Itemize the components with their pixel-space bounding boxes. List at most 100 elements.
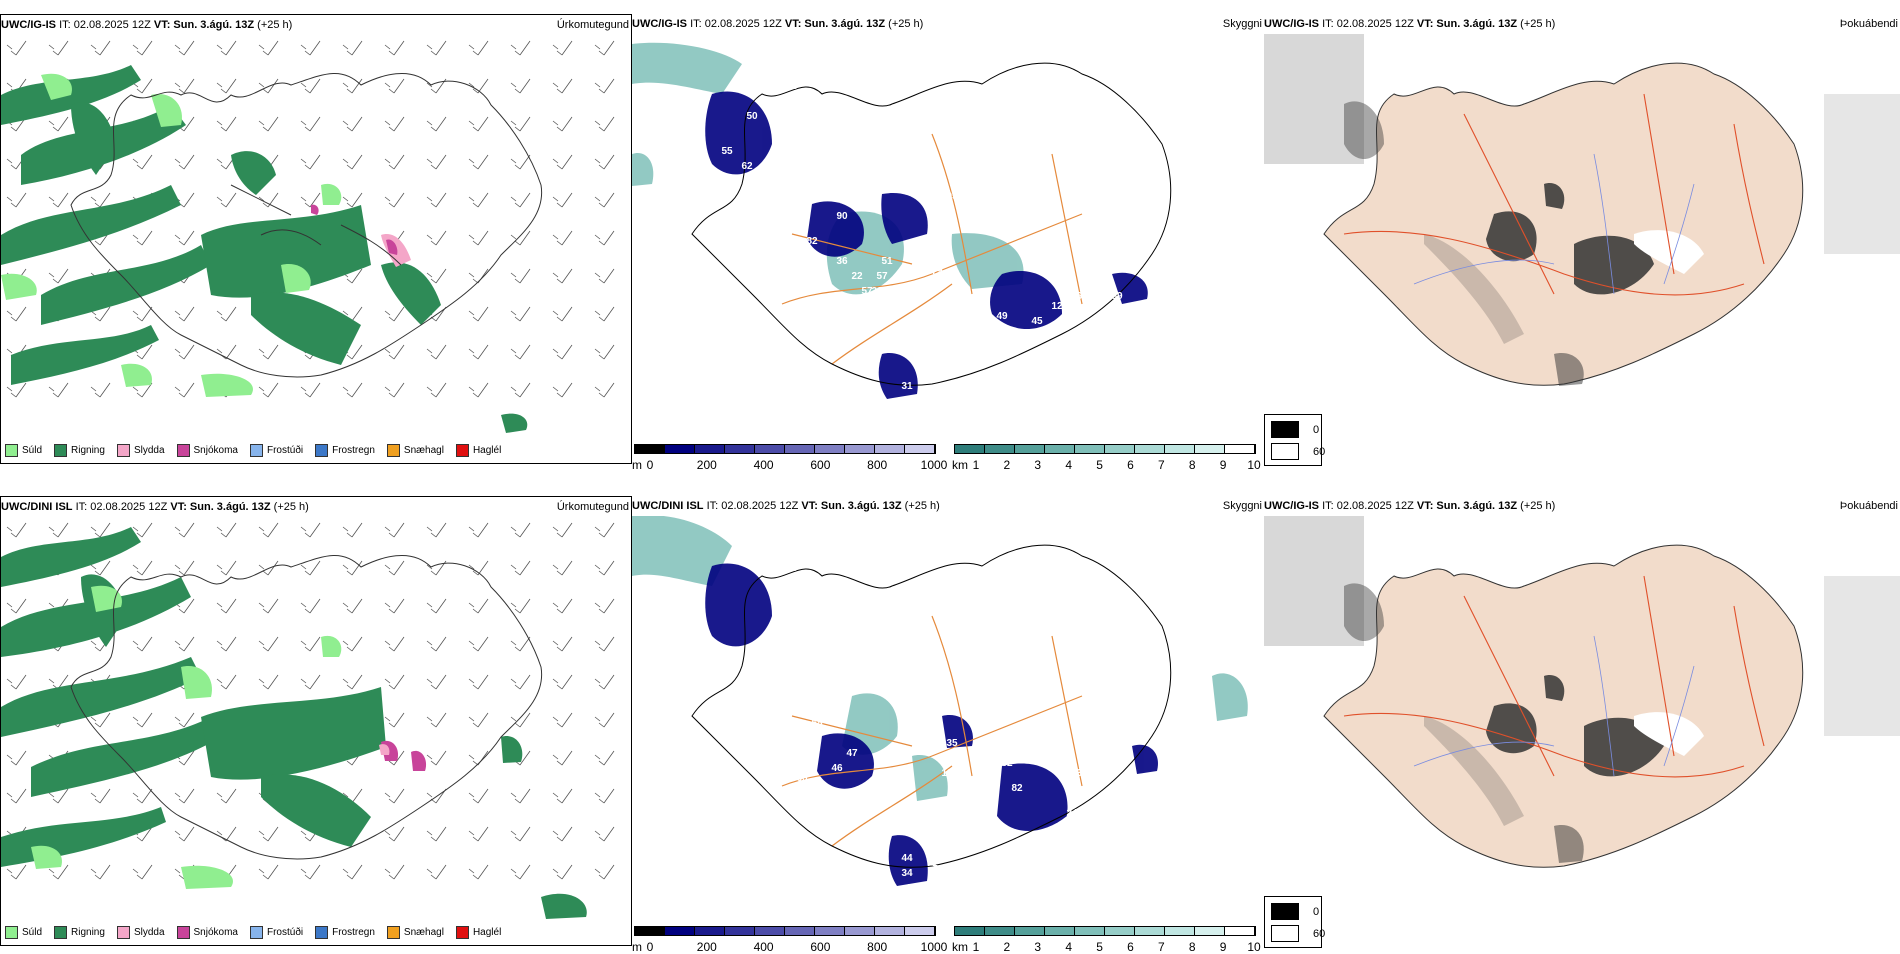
wind-barb — [174, 560, 195, 576]
fog-legend-black — [1271, 421, 1299, 438]
model-name: UWC/IG-IS — [1, 19, 56, 31]
wind-barb — [132, 560, 153, 576]
cloud-base-value-label: 23 — [1071, 346, 1083, 357]
cloud-base-map[interactable]: 5636425048535562407810091908257362251375… — [632, 34, 1264, 439]
wind-barb — [384, 560, 405, 576]
wind-barb — [216, 560, 237, 576]
colorbar-segment — [955, 927, 985, 935]
wind-barb — [300, 636, 321, 652]
colorbar-tick-label: 1 — [972, 458, 980, 472]
wind-barb — [300, 598, 321, 614]
colorbar-segment — [1105, 445, 1135, 453]
glacier — [1634, 712, 1704, 756]
precip-legend-item: Frostregn — [315, 926, 375, 939]
cloud-base-value-label: 89 — [816, 668, 828, 679]
wind-barb — [258, 598, 279, 614]
valid-time: Sun. 3.ágú. 13Z — [1436, 500, 1518, 512]
wind-barb — [468, 788, 489, 804]
fog-map[interactable] — [1264, 34, 1900, 439]
precip-map[interactable] — [1, 517, 631, 922]
wind-barb — [258, 674, 279, 690]
iceland-outline — [691, 544, 1172, 868]
wind-barb — [468, 40, 489, 56]
cloud-base-value-label: 35 — [946, 738, 958, 749]
colorbar-segment — [785, 445, 815, 453]
panel-header: UWC/IG-IS IT: 02.08.2025 12Z VT: Sun. 3.… — [1, 15, 631, 35]
cloud-base-value-label: 54 — [971, 301, 983, 312]
panel-header: UWC/IG-IS IT: 02.08.2025 12Z VT: Sun. 3.… — [1264, 14, 1900, 34]
wind-barb — [48, 382, 69, 398]
colorbar-segment — [725, 927, 755, 935]
road-network — [1343, 93, 1765, 296]
colorbar-segment — [845, 927, 875, 935]
colorbar-segment — [755, 445, 785, 453]
wind-barb — [510, 268, 531, 284]
panel-header: UWC/IG-IS IT: 02.08.2025 12Z VT: Sun. 3.… — [632, 14, 1264, 34]
wind-barb — [216, 674, 237, 690]
wind-barb — [132, 40, 153, 56]
cloud-base-value-label: 78 — [776, 201, 788, 212]
wind-barb — [216, 788, 237, 804]
wind-barb — [384, 116, 405, 132]
colorbar-segment — [785, 927, 815, 935]
panel-title: Þokuábendi — [1839, 18, 1898, 30]
cloud-base-value-label: 31 — [1081, 291, 1093, 302]
wind-barb — [384, 382, 405, 398]
fog-field-west — [1264, 516, 1364, 646]
wind-barb — [300, 522, 321, 538]
lead-time: (+25 h) — [888, 18, 924, 30]
wind-barb — [552, 344, 573, 360]
wind-barb — [258, 78, 279, 94]
wind-barb — [552, 78, 573, 94]
wind-barb — [216, 636, 237, 652]
wind-barb — [174, 78, 195, 94]
fog-map[interactable] — [1264, 516, 1900, 921]
precip-legend-item: Rigning — [54, 444, 105, 457]
wind-barb — [594, 344, 615, 360]
wind-barb — [342, 522, 363, 538]
model-name: UWC/IG-IS — [632, 18, 687, 30]
cloud-base-value-label: 46 — [831, 763, 843, 774]
wind-barb — [216, 78, 237, 94]
precip-legend-swatch — [315, 444, 329, 457]
wind-barb — [48, 40, 69, 56]
wind-barb — [552, 674, 573, 690]
cloud-base-value-label: 100 — [819, 643, 836, 654]
fog-areas — [1344, 583, 1664, 863]
colorbar-segment — [1075, 445, 1105, 453]
wind-barb — [174, 522, 195, 538]
cloud-base-value-label: 12 — [941, 768, 953, 779]
init-time: IT: 02.08.2025 12Z — [1322, 500, 1414, 512]
precip-map[interactable] — [1, 35, 631, 440]
wind-barb — [174, 344, 195, 360]
init-time: IT: 02.08.2025 12Z — [690, 18, 782, 30]
valid-time-label: VT: — [170, 501, 187, 513]
precip-legend-item: Frostregn — [315, 444, 375, 457]
iceland-land — [1323, 62, 1804, 386]
wind-barb — [384, 522, 405, 538]
wind-barb — [132, 230, 153, 246]
precip-legend-swatch — [386, 926, 400, 939]
wind-barb — [384, 636, 405, 652]
precip-legend-label: Rigning — [71, 927, 105, 938]
precip-legend-label: Slydda — [133, 927, 165, 938]
colorbar-segment — [875, 927, 905, 935]
precip-legend-swatch — [386, 444, 400, 457]
fog-legend-bottom-label: 60 — [1313, 927, 1326, 940]
valid-time: Sun. 3.ágú. 13Z — [804, 18, 886, 30]
colorbar-segment — [815, 927, 845, 935]
colorbar-tick-label: 7 — [1157, 940, 1165, 954]
wind-barb — [594, 306, 615, 322]
panel-header: UWC/IG-IS IT: 02.08.2025 12Z VT: Sun. 3.… — [1264, 496, 1900, 516]
fog-legend-white — [1271, 443, 1299, 460]
cloud-base-value-label: 69 — [1096, 281, 1108, 292]
wind-barb — [426, 636, 447, 652]
colorbar-segment — [1165, 927, 1195, 935]
wind-barb — [468, 598, 489, 614]
wind-barb — [594, 40, 615, 56]
precip-legend-swatch — [315, 926, 329, 939]
wind-barb — [342, 636, 363, 652]
wind-barb — [510, 864, 531, 880]
fog-field-east — [1824, 94, 1900, 254]
